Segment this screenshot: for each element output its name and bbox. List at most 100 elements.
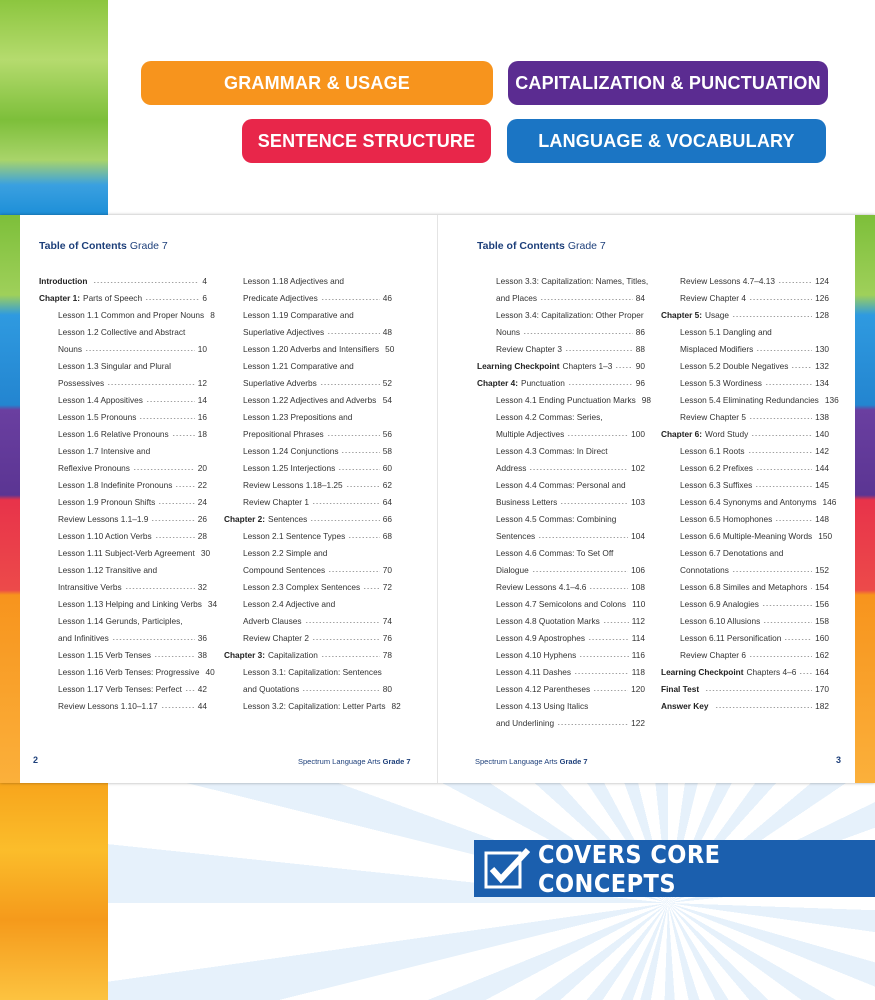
entry-page: 20: [197, 462, 207, 473]
entry-text: Review Chapter 1: [243, 496, 309, 507]
entry-page: 164: [815, 666, 829, 677]
leader-dots: [540, 299, 633, 300]
entry-page: 84: [635, 292, 645, 303]
leader-dots: [775, 520, 813, 521]
entry-page: 34: [207, 598, 218, 609]
toc-entry: Lesson 6.10 Allusions 158: [661, 612, 829, 629]
leader-dots: [714, 707, 813, 708]
toc-entry: Lesson 1.17 Verb Tenses: Perfect 42: [39, 680, 207, 697]
toc-entry: Business Letters 103: [477, 493, 645, 510]
toc-entry: Lesson 1.7 Intensive and: [39, 442, 207, 459]
toc-entry: Chapter 2: Sentences 66: [224, 510, 392, 527]
entry-page: 136: [824, 394, 839, 405]
entry-text: Lesson 4.4 Commas: Personal and: [496, 479, 626, 490]
entry-text: Lesson 6.2 Prefixes: [680, 462, 753, 473]
entry-text: Multiple Adjectives: [496, 428, 565, 439]
entry-page: 42: [197, 683, 207, 694]
entry-text: Lesson 6.1 Roots: [680, 445, 745, 456]
heading-grade: Grade 7: [129, 240, 168, 252]
entry-page: 100: [631, 428, 645, 439]
entry-bold: Chapter 6:: [661, 428, 703, 439]
badge: CAPITALIZATION & PUNCTUATION: [508, 61, 828, 105]
toc-entry: Chapter 6: Word Study 140: [661, 425, 829, 442]
toc-entry: Chapter 5: Usage 128: [661, 306, 829, 323]
entry-page: 90: [635, 360, 645, 371]
toc-entry: Lesson 2.3 Complex Sentences 72: [224, 578, 392, 595]
entry-text: and Quotations: [243, 683, 300, 694]
toc-entry: Lesson 1.10 Action Verbs 28: [39, 527, 207, 544]
leader-dots: [531, 571, 629, 572]
entry-page: 50: [385, 343, 395, 354]
leader-dots: [311, 503, 380, 504]
toc-entry: Lesson 4.10 Hyphens 116: [477, 646, 645, 663]
leader-dots: [560, 503, 629, 504]
toc-entry: Nouns 86: [477, 323, 645, 340]
toc-heading: Table of Contents Grade 7: [477, 240, 606, 252]
leader-dots: [763, 622, 813, 623]
leader-dots: [747, 452, 813, 453]
toc-entry: Lesson 4.2 Commas: Series,: [477, 408, 645, 425]
entry-text: Lesson 4.10 Hyphens: [496, 649, 577, 660]
entry-page: 54: [382, 394, 392, 405]
entry-page: 182: [815, 700, 829, 711]
leader-dots: [151, 520, 195, 521]
entry-text: Superlative Adverbs: [243, 377, 317, 388]
entry-text: Review Lessons 1.1–1.9: [58, 513, 149, 524]
toc-entry: Chapter 3: Capitalization 78: [224, 646, 392, 663]
entry-text: Lesson 2.1 Sentence Types: [243, 530, 346, 541]
leader-dots: [748, 299, 813, 300]
heading-grade: Grade 7: [567, 240, 606, 252]
badge: LANGUAGE & VOCABULARY: [507, 119, 826, 163]
leader-dots: [574, 673, 629, 674]
entry-text: Misplaced Modifiers: [680, 343, 754, 354]
heading-bold: Table of Contents: [39, 240, 127, 252]
entry-text: Lesson 1.24 Conjunctions: [243, 445, 339, 456]
entry-text: Review Lessons 4.7–4.13: [680, 275, 776, 286]
entry-page: 38: [197, 649, 207, 660]
entry-text: Review Chapter 3: [496, 343, 562, 354]
entry-text: Business Letters: [496, 496, 558, 507]
leader-dots: [132, 469, 195, 470]
entry-page: 106: [631, 564, 645, 575]
entry-text: Sentences: [268, 513, 308, 524]
entry-text: Lesson 1.25 Interjections: [243, 462, 336, 473]
entry-page: 46: [382, 292, 392, 303]
entry-text: Lesson 6.11 Personification: [680, 632, 782, 643]
entry-page: 144: [815, 462, 829, 473]
entry-text: Lesson 4.3 Commas: In Direct: [496, 445, 608, 456]
toc-entry: Lesson 6.7 Denotations and: [661, 544, 829, 561]
entry-page: 150: [818, 530, 833, 541]
leader-dots: [145, 299, 200, 300]
entry-page: 88: [635, 343, 645, 354]
entry-page: 56: [382, 428, 392, 439]
toc-entry: Lesson 1.23 Prepositions and: [224, 408, 392, 425]
entry-text: Review Chapter 5: [680, 411, 746, 422]
entry-page: 36: [197, 632, 207, 643]
entry-page: 58: [382, 445, 392, 456]
entry-page: 124: [815, 275, 829, 286]
footer: Spectrum Language Arts Grade 7: [475, 757, 588, 766]
entry-text: Chapters 4–6: [746, 666, 797, 677]
entry-page: 62: [382, 479, 392, 490]
entry-text: Lesson 4.11 Dashes: [496, 666, 572, 677]
entry-page: 16: [197, 411, 207, 422]
leader-dots: [751, 435, 813, 436]
leader-dots: [810, 588, 813, 589]
entry-text: Lesson 1.23 Prepositions and: [243, 411, 353, 422]
entry-page: 70: [382, 564, 392, 575]
leader-dots: [310, 520, 380, 521]
entry-bold: Chapter 4:: [477, 377, 519, 388]
leader-dots: [705, 690, 813, 691]
entry-text: Lesson 6.5 Homophones: [680, 513, 773, 524]
entry-page: 132: [815, 360, 829, 371]
toc-entry: Review Chapter 4 126: [661, 289, 829, 306]
entry-page: 64: [382, 496, 392, 507]
toc-entry: Lesson 6.8 Similes and Metaphors 154: [661, 578, 829, 595]
toc-entry: Lesson 2.4 Adjective and: [224, 595, 392, 612]
leader-dots: [564, 350, 633, 351]
toc-entry: Lesson 6.2 Prefixes 144: [661, 459, 829, 476]
entry-text: Lesson 1.17 Verb Tenses: Perfect: [58, 683, 182, 694]
entry-page: 160: [815, 632, 829, 643]
leader-dots: [154, 656, 195, 657]
